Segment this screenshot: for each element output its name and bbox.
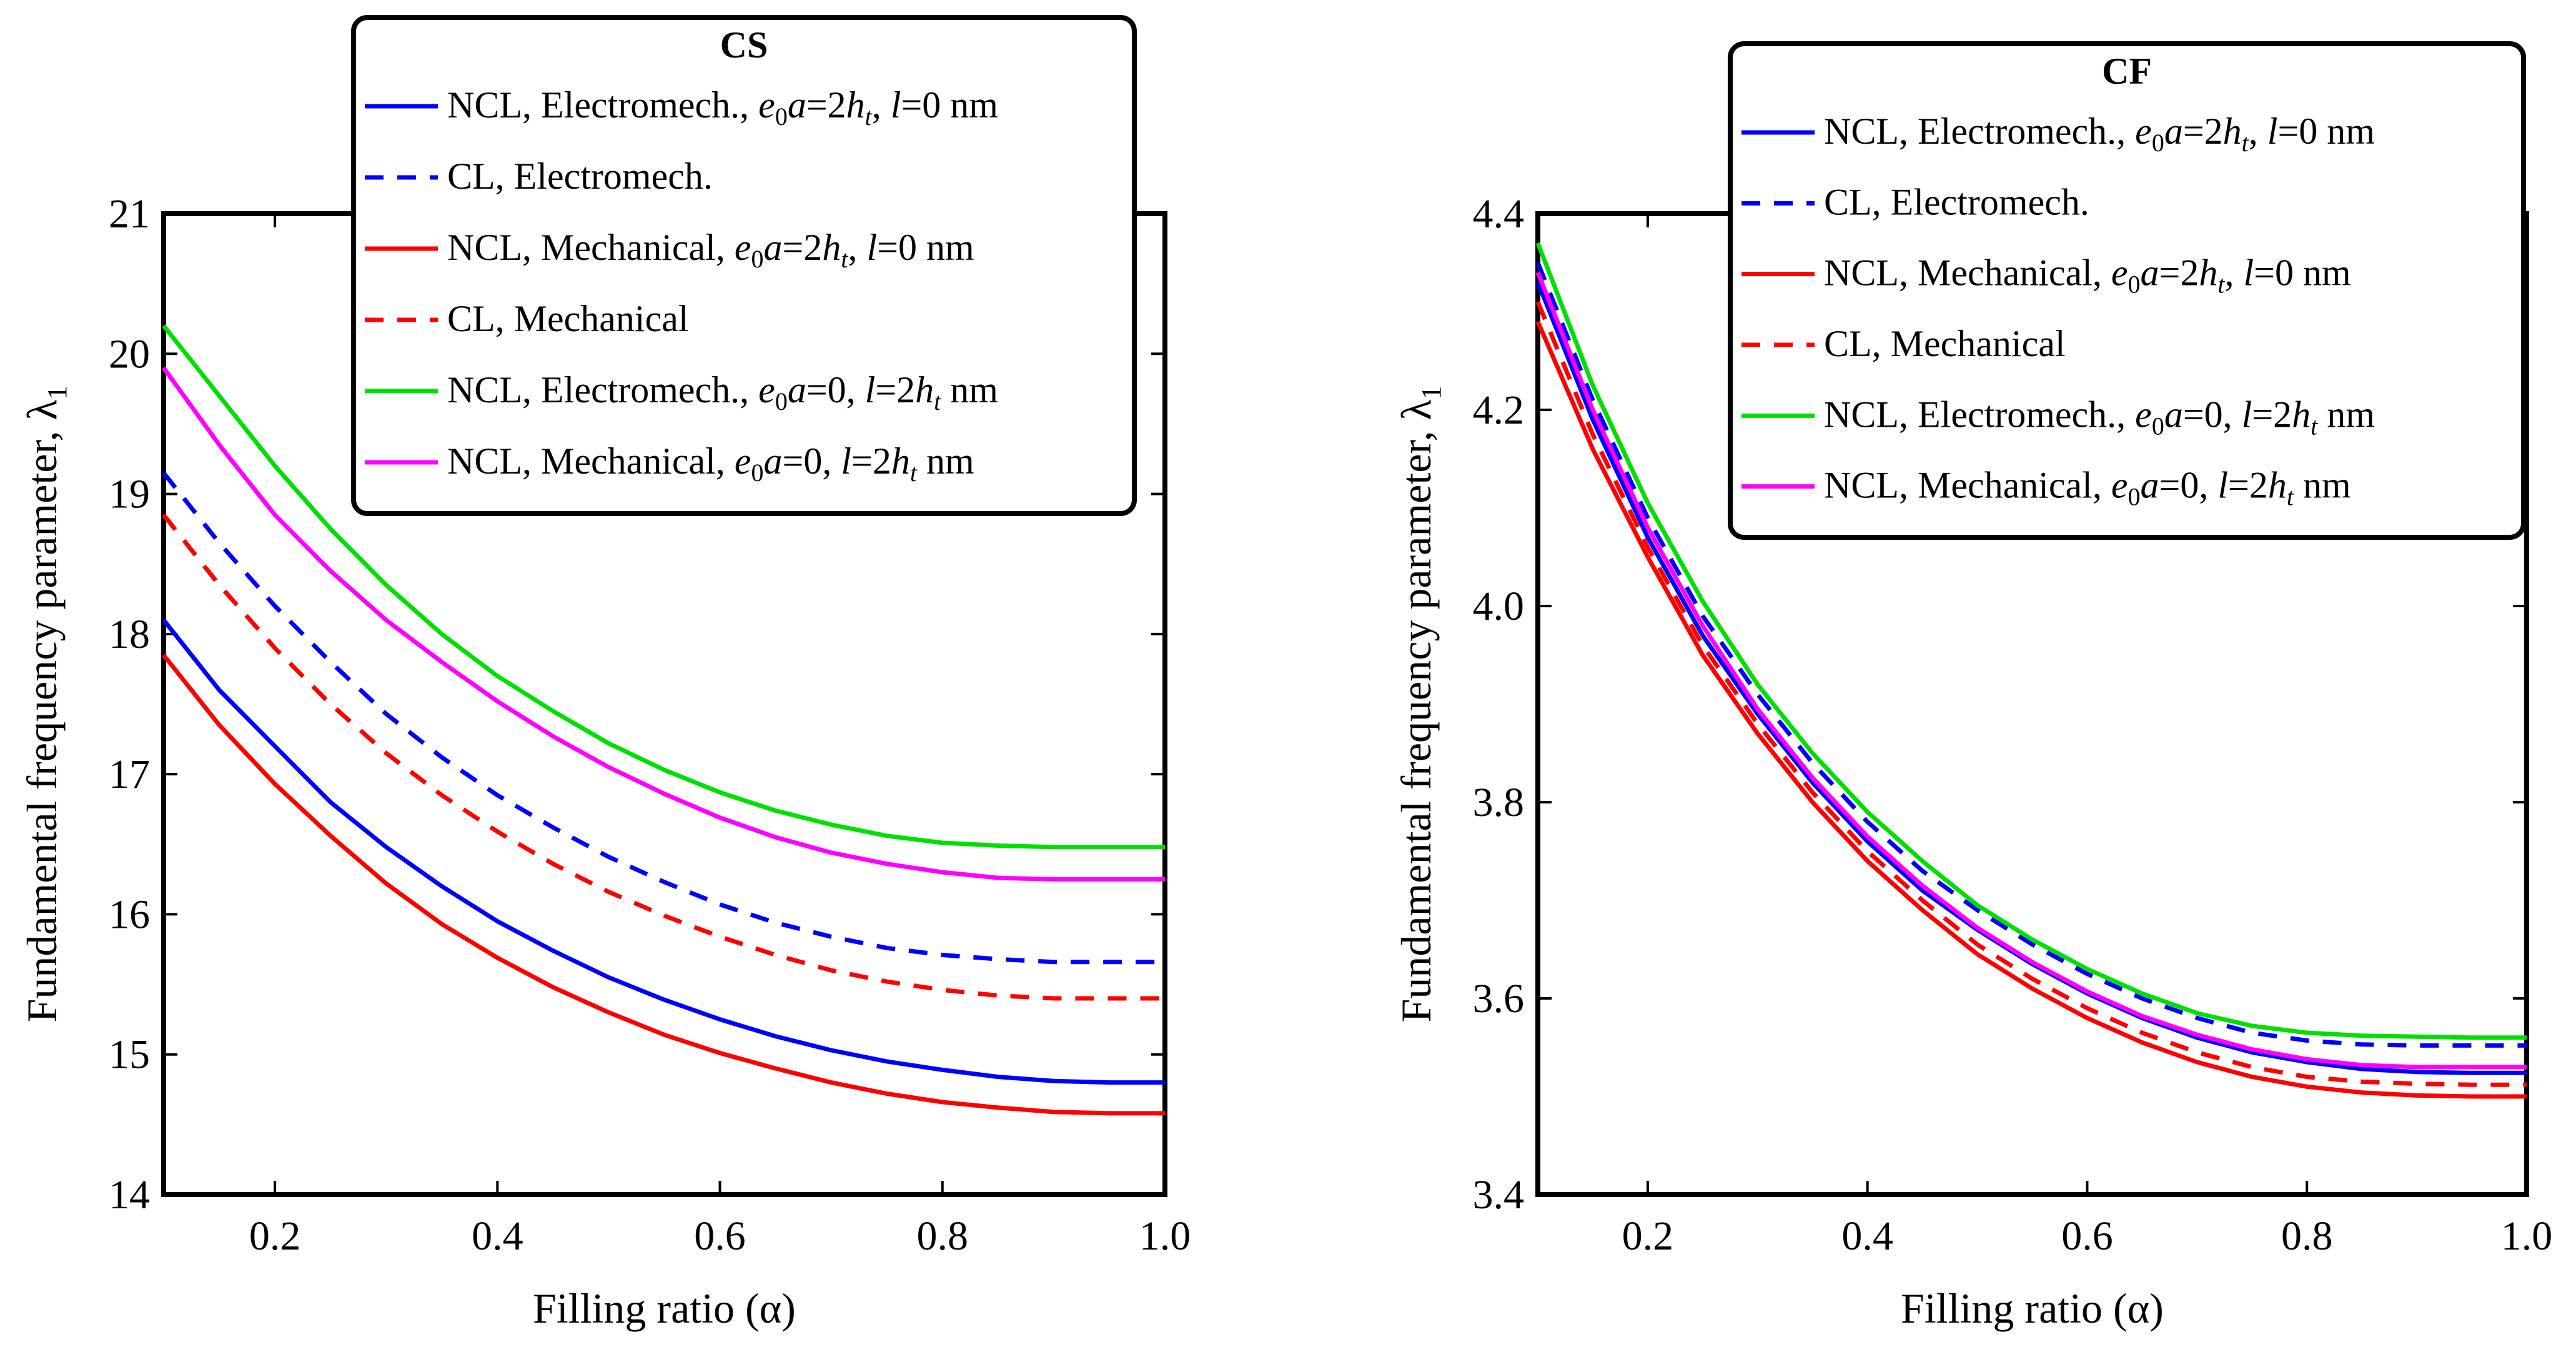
chart-1-x-tick-label: 0.4 bbox=[1841, 1213, 1893, 1259]
chart-0-y-tick-label: 21 bbox=[109, 191, 150, 237]
chart-1-legend-label-1: CL, Electromech. bbox=[1824, 181, 2089, 222]
chart-1-y-tick-label: 3.4 bbox=[1473, 1172, 1525, 1218]
chart-0-series-line-4 bbox=[162, 324, 1165, 850]
chart-0-legend-box bbox=[351, 15, 1137, 516]
chart-1-x-tick-label: 0.2 bbox=[1622, 1213, 1674, 1259]
chart-1-y-tick-label: 4.4 bbox=[1473, 191, 1525, 237]
chart-1-legend-title: CF bbox=[2102, 51, 2152, 92]
chart-0-series-line-3 bbox=[162, 514, 1165, 1001]
chart-0-legend-title: CS bbox=[720, 24, 768, 66]
chart-1-series-line-4 bbox=[1535, 242, 2527, 1040]
chart-1-y-axis-title: Fundamental frequency parameter, λ1 bbox=[1392, 386, 1447, 1023]
chart-1-y-tick-label: 4.0 bbox=[1473, 584, 1525, 629]
chart-0-legend-label-3: CL, Mechanical bbox=[447, 298, 689, 339]
chart-1-series-line-1 bbox=[1535, 262, 2527, 1048]
chart-1-x-tick-label: 0.6 bbox=[2061, 1213, 2113, 1259]
chart-1-x-tick-label: 0.8 bbox=[2281, 1213, 2333, 1259]
chart-0-x-tick-label: 1.0 bbox=[1139, 1213, 1191, 1259]
chart-1-legend-box bbox=[1728, 41, 2526, 540]
chart-1-y-tick-label: 3.6 bbox=[1473, 976, 1525, 1021]
chart-0-x-axis-title: Filling ratio (α) bbox=[533, 1285, 796, 1332]
chart-1-y-tick-label: 3.8 bbox=[1473, 780, 1525, 825]
chart-0-y-tick-label: 18 bbox=[109, 612, 150, 657]
chart-0-series-line-5 bbox=[162, 366, 1165, 882]
chart-0-y-tick-label: 19 bbox=[109, 472, 150, 517]
chart-0-legend-label-2: NCL, Mechanical, e0a=2ht, l=0 nm bbox=[447, 227, 974, 273]
chart-0-legend-label-0: NCL, Electromech., e0a=2ht, l=0 nm bbox=[447, 84, 998, 131]
chart-0-y-tick-label: 15 bbox=[109, 1032, 150, 1078]
chart-cs: 0.2 0.4 0.6 0.8 1.0 14 15 16 17 18 19 20 21 Filling r… bbox=[18, 15, 1191, 1332]
chart-1-legend: CF NCL, Electromech., e0a=2ht, l=0 nm CL, … bbox=[1728, 41, 2526, 540]
chart-0-y-tick-label: 14 bbox=[109, 1172, 150, 1218]
chart-1-series-line-5 bbox=[1535, 271, 2527, 1070]
chart-0-x-tick-label: 0.4 bbox=[472, 1213, 523, 1259]
chart-0-legend-label-4: NCL, Electromech., e0a=0, l=2ht nm bbox=[447, 369, 998, 415]
chart-0-x-tick-label: 0.6 bbox=[694, 1213, 746, 1259]
chart-0-series-line-2 bbox=[162, 654, 1165, 1116]
chart-0-y-axis-title: Fundamental frequency parameter, λ1 bbox=[18, 386, 72, 1023]
chart-0-legend-label-5: NCL, Mechanical, e0a=0, l=2ht nm bbox=[447, 440, 974, 487]
chart-0-x-tick-label: 0.2 bbox=[249, 1213, 301, 1259]
chart-1-legend-label-0: NCL, Electromech., e0a=2ht, l=0 nm bbox=[1824, 111, 2375, 157]
chart-0-series-line-0 bbox=[162, 619, 1165, 1085]
chart-0-y-tick-label: 16 bbox=[109, 892, 150, 937]
chart-1-legend-label-2: NCL, Mechanical, e0a=2ht, l=0 nm bbox=[1824, 252, 2351, 299]
chart-1-series-line-2 bbox=[1535, 321, 2527, 1099]
chart-0-legend-label-1: CL, Electromech. bbox=[447, 156, 713, 197]
chart-1-legend-label-3: CL, Mechanical bbox=[1824, 323, 2066, 364]
chart-1-series-line-3 bbox=[1535, 301, 2527, 1087]
chart-0-series-line-1 bbox=[162, 471, 1165, 965]
chart-1-y-tick-label: 4.2 bbox=[1473, 387, 1525, 433]
chart-1-legend-label-5: NCL, Mechanical, e0a=0, l=2ht nm bbox=[1824, 465, 2351, 511]
chart-1-x-axis-title: Filling ratio (α) bbox=[1901, 1285, 2164, 1332]
chart-0-y-tick-label: 17 bbox=[109, 752, 150, 797]
chart-1-legend-label-4: NCL, Electromech., e0a=0, l=2ht nm bbox=[1824, 394, 2375, 440]
chart-0-x-tick-label: 0.8 bbox=[917, 1213, 969, 1259]
chart-0-y-tick-label: 20 bbox=[109, 331, 150, 377]
chart-cf: 0.2 0.4 0.6 0.8 1.0 3.4 3.6 3.8 4.0 4.2 4.4 Filling… bbox=[1392, 41, 2553, 1332]
chart-0-legend: CS NCL, Electromech., e0a=2ht, l=0 nm CL, … bbox=[351, 15, 1137, 516]
chart-1-x-tick-label: 1.0 bbox=[2501, 1213, 2553, 1259]
